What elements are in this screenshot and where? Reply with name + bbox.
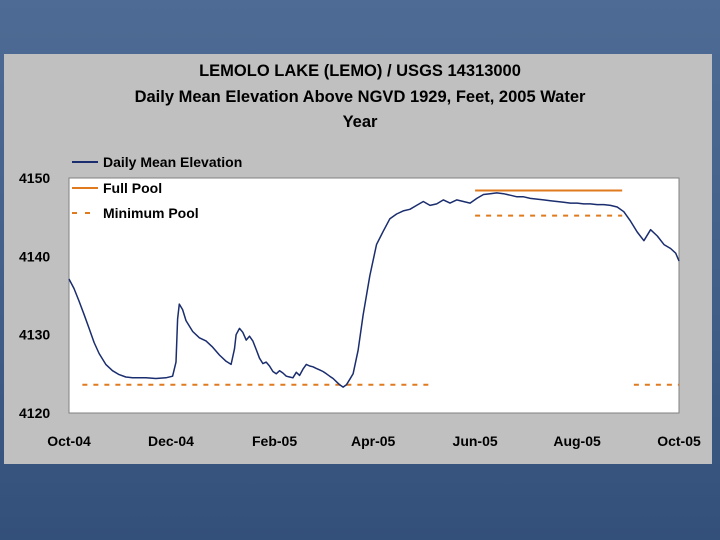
x-tick-label: Dec-04 — [148, 433, 194, 449]
plot-area — [68, 177, 680, 414]
y-tick-label: 4150 — [19, 170, 50, 186]
chart-title-line-2: Daily Mean Elevation Above NGVD 1929, Fe… — [134, 88, 586, 106]
x-tick-label: Feb-05 — [252, 433, 297, 449]
daily-mean-elevation-line — [68, 192, 680, 388]
x-tick-label: Oct-04 — [47, 433, 91, 449]
chart-title-line-3: Year — [342, 113, 378, 131]
y-tick-label: 4140 — [19, 248, 50, 264]
x-tick-label: Aug-05 — [553, 433, 601, 449]
x-tick-label: Oct-05 — [657, 433, 701, 449]
legend-minimum-pool-label: Minimum Pool — [103, 205, 199, 221]
chart-title-line-1: LEMOLO LAKE (LEMO) / USGS 14313000 — [199, 62, 521, 80]
x-tick-label: Apr-05 — [351, 433, 396, 449]
legend-daily-mean-elevation-label: Daily Mean Elevation — [103, 154, 242, 170]
y-tick-label: 4130 — [19, 327, 50, 343]
legend-full-pool-label: Full Pool — [103, 180, 162, 196]
y-tick-label: 4120 — [19, 405, 50, 421]
x-tick-label: Jun-05 — [453, 433, 498, 449]
